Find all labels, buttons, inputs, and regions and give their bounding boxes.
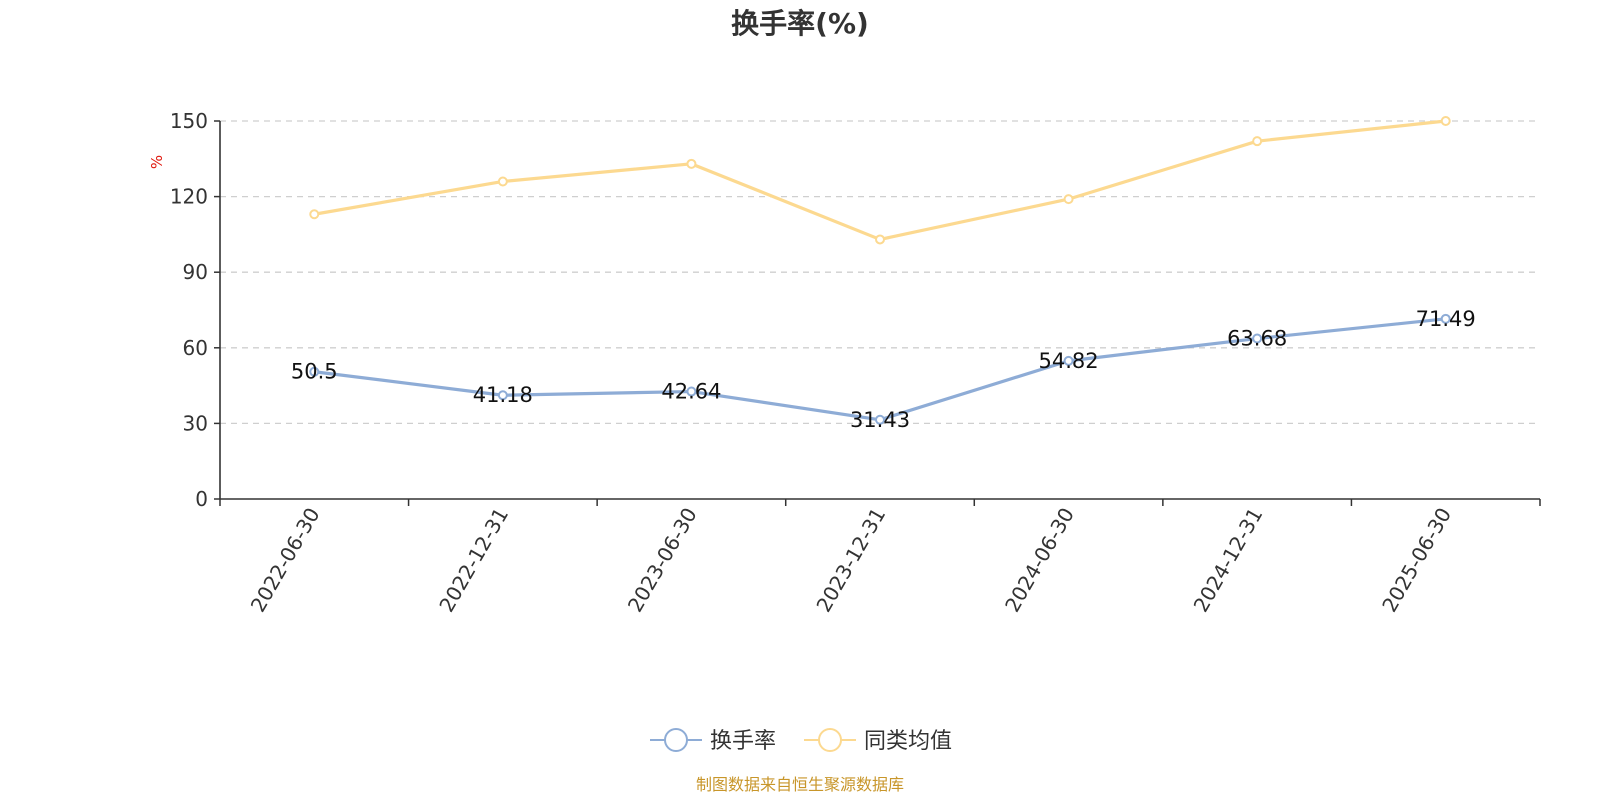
data-label: 31.43 <box>850 408 910 432</box>
gridlines <box>220 120 1540 425</box>
y-tick-label: 0 <box>195 487 208 511</box>
data-point-0 <box>1063 355 1074 366</box>
x-tick-label: 2023-06-30 <box>623 504 702 617</box>
data-point-1 <box>875 234 885 245</box>
chart-title: 换手率(%) <box>731 7 869 40</box>
data-label: 41.18 <box>473 383 533 407</box>
data-label: 63.68 <box>1227 327 1287 351</box>
x-tick-label: 2023-12-31 <box>811 504 890 617</box>
data-label: 50.5 <box>291 360 338 384</box>
data-point-0 <box>1252 333 1263 344</box>
data-point-0 <box>875 414 885 425</box>
y-tick-label: 120 <box>170 185 208 209</box>
x-tick-label: 2022-06-30 <box>246 504 325 617</box>
data-point-0 <box>497 390 508 401</box>
data-point-1 <box>1440 116 1451 126</box>
data-point-1 <box>1252 136 1263 147</box>
legend-label-1: 同类均值 <box>864 729 952 754</box>
legend-marker-1 <box>818 728 842 752</box>
legend-marker-0 <box>664 728 688 752</box>
x-tick-label: 2024-12-31 <box>1189 504 1268 617</box>
x-tick-label: 2022-12-31 <box>434 504 513 617</box>
series-line-1 <box>314 119 1446 242</box>
data-labels: 50.5 41.18 42.64 31.43 54.82 63.68 71.49 <box>291 307 1476 432</box>
data-label: 54.82 <box>1039 349 1099 373</box>
legend-label-0: 换手率 <box>710 729 776 754</box>
data-point-1 <box>309 209 320 220</box>
y-axis-unit-label: % <box>148 155 166 169</box>
series-lines <box>309 116 1451 425</box>
data-label: 42.64 <box>661 380 721 404</box>
data-point-1 <box>686 158 697 169</box>
y-tick-label: 60 <box>183 336 208 360</box>
data-point-0 <box>686 386 697 397</box>
data-point-0 <box>1440 313 1451 324</box>
data-point-1 <box>497 176 508 187</box>
data-point-0 <box>309 366 320 377</box>
data-point-1 <box>1063 194 1074 205</box>
axes: 0 30 60 90 120 150 2022-06-30 2022-12-31 2023-06… <box>170 109 1541 617</box>
y-tick-label: 90 <box>183 260 208 284</box>
legend: 换手率 同类均值 <box>650 728 952 754</box>
x-tick-label: 2024-06-30 <box>1000 504 1079 617</box>
y-tick-label: 30 <box>183 411 208 435</box>
x-tick-label: 2025-06-30 <box>1377 504 1456 617</box>
data-label: 71.49 <box>1416 307 1476 331</box>
y-tick-label: 150 <box>170 109 208 133</box>
source-note: 制图数据来自恒生聚源数据库 <box>696 775 904 794</box>
